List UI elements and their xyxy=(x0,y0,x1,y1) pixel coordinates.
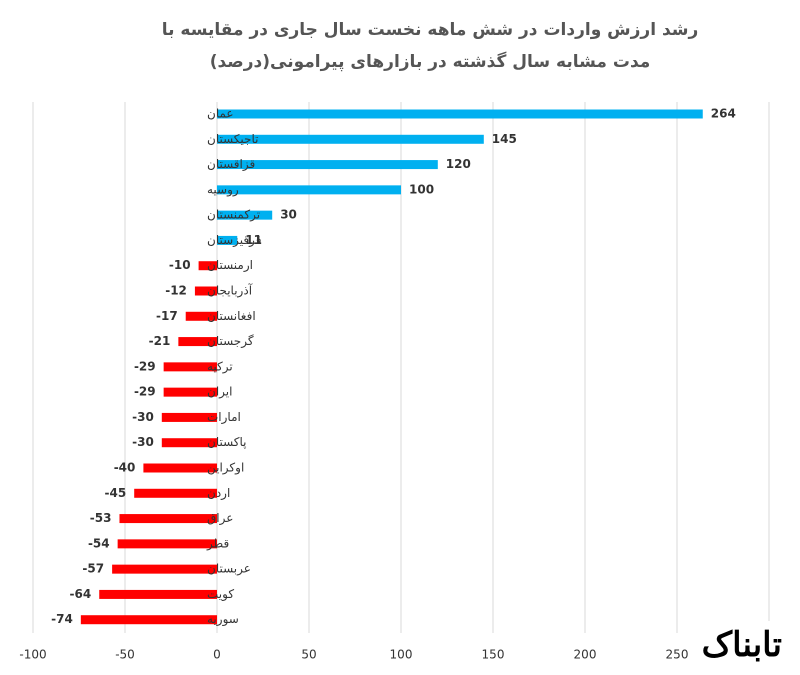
x-tick-label: -50 xyxy=(115,648,135,662)
category-label: آذربایجان xyxy=(207,283,253,299)
bar xyxy=(80,615,217,625)
value-label: -21 xyxy=(149,334,171,348)
watermark: تابناک xyxy=(691,621,792,669)
category-label: ترکیه xyxy=(207,359,233,374)
category-label: کویت xyxy=(207,587,234,602)
category-label: گرجستان xyxy=(207,334,254,349)
value-label: 30 xyxy=(280,208,297,222)
value-label: -54 xyxy=(88,536,110,550)
bar xyxy=(217,210,273,220)
category-label: امارات xyxy=(207,410,241,425)
category-label: روسیه xyxy=(207,182,239,197)
value-label: -40 xyxy=(114,461,136,475)
x-tick-label: 100 xyxy=(390,648,413,662)
value-label: -10 xyxy=(169,258,191,272)
bar xyxy=(112,564,217,574)
bar xyxy=(217,160,438,170)
value-label: -45 xyxy=(105,486,127,500)
category-label: اردن xyxy=(207,486,230,501)
value-label: 120 xyxy=(446,157,471,171)
value-label: 11 xyxy=(245,233,262,247)
value-label: -30 xyxy=(132,410,154,424)
x-tick-label: 250 xyxy=(666,648,689,662)
value-label: -64 xyxy=(70,587,92,601)
bar xyxy=(163,362,217,372)
value-label: -57 xyxy=(82,562,104,576)
category-label: اوکراین xyxy=(207,461,244,476)
category-label: پاکستان xyxy=(207,435,247,449)
value-label: -29 xyxy=(134,385,156,399)
bar xyxy=(194,286,217,296)
category-label: عراق xyxy=(207,511,233,526)
category-label: افغانستان xyxy=(207,309,256,323)
bar xyxy=(163,387,217,397)
bar xyxy=(198,261,217,271)
value-label: -74 xyxy=(51,612,73,626)
category-label: ایران xyxy=(207,385,232,400)
category-label: ترکمنستان xyxy=(207,208,260,223)
bar xyxy=(217,185,401,195)
value-label: -12 xyxy=(165,284,187,298)
bar xyxy=(99,589,217,599)
chart-title: رشد ارزش واردات در شش ماهه نخست سال جاری… xyxy=(161,20,699,72)
category-label: قطر xyxy=(206,536,229,551)
value-label: 100 xyxy=(409,182,434,196)
bar xyxy=(161,438,217,448)
bar xyxy=(134,488,217,498)
value-label: -30 xyxy=(132,435,154,449)
category-label: عربستان xyxy=(207,562,251,577)
x-tick-label: -100 xyxy=(19,648,46,662)
category-label: ارمنستان xyxy=(207,258,253,273)
bar xyxy=(217,235,238,245)
bar xyxy=(185,311,217,321)
bar xyxy=(143,463,217,473)
category-label: قزاقستان xyxy=(207,157,255,172)
category-label: تاجیکستان xyxy=(207,132,258,146)
value-label: -53 xyxy=(90,511,112,525)
value-label: -17 xyxy=(156,309,178,323)
bar xyxy=(217,134,484,144)
category-label: سوریه xyxy=(207,612,239,627)
value-label: 264 xyxy=(711,107,736,121)
x-tick-label: 50 xyxy=(301,648,316,662)
category-label: عمان xyxy=(207,107,234,121)
bar xyxy=(178,337,217,347)
category-label: قرقیزستان xyxy=(207,233,261,248)
x-tick-label: 0 xyxy=(213,648,221,662)
x-tick-label: 200 xyxy=(574,648,597,662)
value-label: -29 xyxy=(134,359,156,373)
bar xyxy=(117,539,217,549)
value-label: 145 xyxy=(492,132,517,146)
bar xyxy=(119,514,217,524)
x-tick-label: 150 xyxy=(482,648,505,662)
bar xyxy=(161,412,217,422)
bar xyxy=(217,109,703,119)
